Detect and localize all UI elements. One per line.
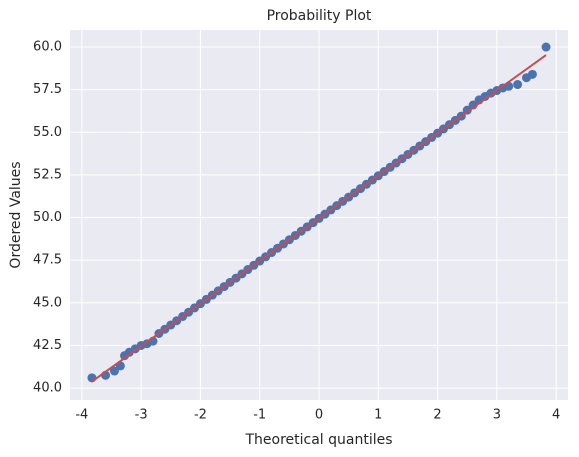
- y-tick-label: 50.0: [33, 210, 62, 225]
- y-tick-label: 55.0: [33, 125, 62, 140]
- x-tick-label: -4: [75, 408, 88, 423]
- x-tick-label: -1: [253, 408, 266, 423]
- point: [541, 42, 551, 52]
- point: [468, 100, 478, 110]
- point: [109, 366, 119, 376]
- fit-line: [91, 54, 547, 383]
- y-tick-label: 60.0: [33, 40, 62, 55]
- y-tick-label: 57.5: [33, 82, 62, 97]
- x-tick-label: 3: [493, 408, 501, 423]
- x-tick-label: 2: [433, 408, 441, 423]
- y-tick-label: 42.5: [33, 338, 62, 353]
- point: [513, 80, 523, 90]
- chart-title: Probability Plot: [267, 8, 372, 24]
- y-tick-label: 52.5: [33, 167, 62, 182]
- y-tick-label: 45.0: [33, 295, 62, 310]
- x-tick-label: 4: [552, 408, 560, 423]
- y-tick-label: 40.0: [33, 381, 62, 396]
- x-tick-label: 0: [315, 408, 323, 423]
- x-tick-label: -3: [135, 408, 148, 423]
- x-axis-label: Theoretical quantiles: [244, 432, 392, 448]
- point: [527, 69, 537, 79]
- x-tick-label: 1: [374, 408, 382, 423]
- y-axis-label: Ordered Values: [8, 161, 24, 268]
- y-tick-label: 47.5: [33, 253, 62, 268]
- x-tick-label: -2: [194, 408, 207, 423]
